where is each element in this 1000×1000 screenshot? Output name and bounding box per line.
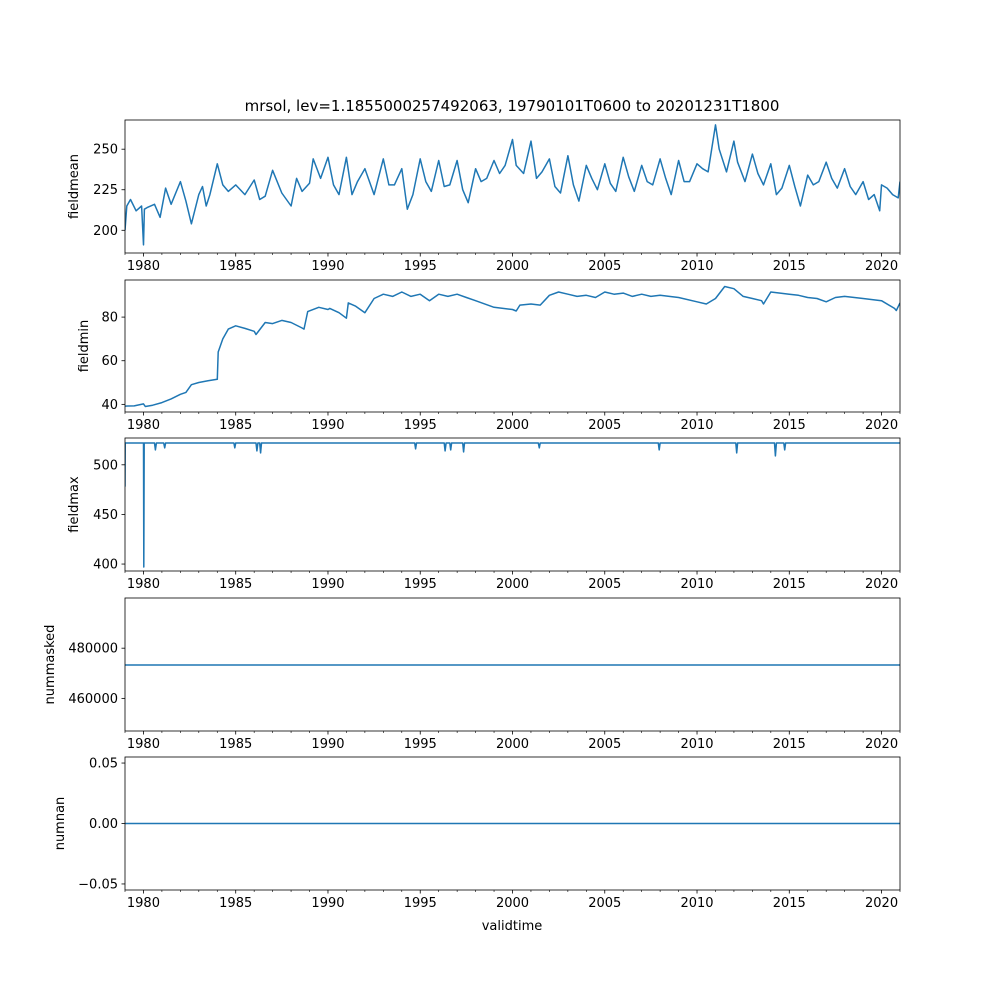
x-tick-label: 1980 — [127, 737, 160, 752]
subplot-fieldmin: 1980 1985 1990 1995 2000 2005 2010 2015 2020 40 60… — [77, 279, 901, 433]
x-tick-label: 1990 — [311, 259, 344, 274]
x-tick-label: 2005 — [588, 259, 621, 274]
x-tick-label: 2015 — [773, 577, 806, 592]
y-tick-label: 500 — [93, 458, 118, 473]
y-tick-label: 225 — [93, 183, 118, 198]
x-tick-label: 2010 — [680, 418, 713, 433]
subplot-nummasked: 1980 1985 1990 1995 2000 2005 2010 2015 2020 4600… — [43, 597, 901, 752]
y-tick-label: 80 — [101, 311, 118, 326]
x-tick-label: 2010 — [680, 737, 713, 752]
y-tick-label: 200 — [93, 224, 118, 239]
x-tick-label: 1990 — [311, 418, 344, 433]
x-tick-label: 1995 — [404, 577, 437, 592]
x-tick-label: 1995 — [404, 896, 437, 911]
x-tick-label: 2010 — [680, 896, 713, 911]
x-tick-label: 1990 — [311, 896, 344, 911]
x-tick-label: 2015 — [773, 418, 806, 433]
x-tick-label: 1990 — [311, 737, 344, 752]
y-tick-label: −0.05 — [78, 877, 118, 892]
series-line-fieldmin — [125, 285, 900, 408]
x-tick-label: 1985 — [219, 418, 252, 433]
x-tick-label: 1985 — [219, 577, 252, 592]
x-tick-label: 2010 — [680, 259, 713, 274]
x-tick-label: 2005 — [588, 896, 621, 911]
y-axis-label-fieldmin: fieldmin — [77, 320, 92, 373]
x-tick-label: 2005 — [588, 418, 621, 433]
y-axis-label-fieldmax: fieldmax — [67, 476, 82, 533]
x-tick-label: 1985 — [219, 896, 252, 911]
x-axis-label: validtime — [482, 919, 543, 934]
x-tick-label: 1985 — [219, 259, 252, 274]
x-tick-label: 2005 — [588, 737, 621, 752]
y-tick-label: 480000 — [68, 642, 118, 657]
x-tick-label: 1980 — [127, 577, 160, 592]
y-tick-label: 460000 — [68, 692, 118, 707]
x-tick-label: 2020 — [865, 737, 898, 752]
x-tick-label: 2020 — [865, 259, 898, 274]
x-tick-label: 2000 — [496, 259, 529, 274]
y-axis-label-fieldmean: fieldmean — [67, 154, 82, 219]
x-tick-label: 1995 — [404, 259, 437, 274]
series-line-fieldmax — [125, 442, 900, 568]
x-tick-label: 2020 — [865, 418, 898, 433]
x-tick-label: 2015 — [773, 737, 806, 752]
x-tick-label: 1985 — [219, 737, 252, 752]
x-tick-label: 2015 — [773, 896, 806, 911]
axes-frame — [124, 279, 901, 413]
x-tick-label: 1995 — [404, 418, 437, 433]
y-tick-label: 400 — [93, 558, 118, 573]
x-tick-label: 1980 — [127, 418, 160, 433]
x-tick-label: 1990 — [311, 577, 344, 592]
y-tick-label: 0.05 — [89, 757, 118, 772]
x-tick-label: 2000 — [496, 418, 529, 433]
x-tick-label: 2020 — [865, 577, 898, 592]
x-tick-label: 2000 — [496, 896, 529, 911]
x-tick-label: 2010 — [680, 577, 713, 592]
figure-title: mrsol, lev=1.1855000257492063, 19790101T… — [245, 97, 780, 115]
subplot-fieldmean: 1980 1985 1990 1995 2000 2005 2010 2015 2020 200 2… — [67, 119, 901, 274]
x-tick-label: 2000 — [496, 577, 529, 592]
axes-container: 1980 1985 1990 1995 2000 2005 2010 2015 2020 200 2… — [43, 119, 901, 911]
x-tick-label: 2000 — [496, 737, 529, 752]
subplot-numnan: 1980 1985 1990 1995 2000 2005 2010 2015 2020 −0.0… — [53, 757, 901, 911]
y-tick-label: 450 — [93, 508, 118, 523]
axes-frame — [124, 437, 901, 572]
y-tick-label: 60 — [101, 354, 118, 369]
x-tick-label: 1995 — [404, 737, 437, 752]
y-axis-label-nummasked: nummasked — [43, 625, 58, 705]
y-axis-label-numnan: numnan — [53, 797, 68, 851]
x-tick-label: 2015 — [773, 259, 806, 274]
y-tick-label: 0.00 — [89, 817, 118, 832]
y-tick-label: 40 — [101, 398, 118, 413]
x-tick-label: 1980 — [127, 259, 160, 274]
subplot-fieldmax: 1980 1985 1990 1995 2000 2005 2010 2015 2020 400 4… — [67, 437, 901, 592]
x-tick-label: 2020 — [865, 896, 898, 911]
y-tick-label: 250 — [93, 143, 118, 158]
x-tick-label: 2005 — [588, 577, 621, 592]
series-line-fieldmean — [125, 124, 900, 246]
x-tick-label: 1980 — [127, 896, 160, 911]
